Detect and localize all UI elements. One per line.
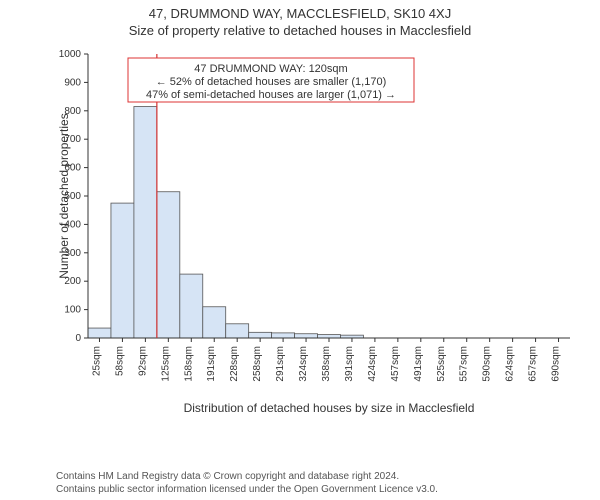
histogram-bar — [226, 324, 249, 338]
svg-text:358sqm: 358sqm — [321, 346, 332, 382]
svg-text:324sqm: 324sqm — [298, 346, 309, 382]
svg-text:590sqm: 590sqm — [482, 346, 493, 382]
svg-text:258sqm: 258sqm — [252, 346, 263, 382]
svg-text:391sqm: 391sqm — [344, 346, 355, 382]
chart-title: Size of property relative to detached ho… — [0, 21, 600, 38]
svg-text:690sqm: 690sqm — [551, 346, 562, 382]
svg-text:228sqm: 228sqm — [229, 346, 240, 382]
y-axis-label: Number of detached properties — [57, 113, 71, 278]
svg-text:125sqm: 125sqm — [160, 346, 171, 382]
svg-text:100: 100 — [64, 305, 81, 316]
annotation-line: 47% of semi-detached houses are larger (… — [146, 89, 396, 101]
svg-text:624sqm: 624sqm — [505, 346, 516, 382]
histogram-bar — [203, 307, 226, 338]
svg-text:158sqm: 158sqm — [183, 346, 194, 382]
histogram-plot: 0100200300400500600700800900100025sqm58s… — [56, 48, 576, 418]
svg-text:424sqm: 424sqm — [367, 346, 378, 382]
svg-text:291sqm: 291sqm — [275, 346, 286, 382]
figure-container: 47, DRUMMOND WAY, MACCLESFIELD, SK10 4XJ… — [0, 0, 600, 500]
footer-line-2: Contains public sector information licen… — [56, 484, 438, 497]
histogram-bar — [295, 334, 318, 338]
histogram-bar — [180, 274, 203, 338]
svg-text:900: 900 — [64, 77, 81, 88]
svg-text:0: 0 — [75, 333, 81, 344]
svg-text:525sqm: 525sqm — [436, 346, 447, 382]
svg-text:657sqm: 657sqm — [528, 346, 539, 382]
svg-text:25sqm: 25sqm — [91, 346, 102, 376]
address-title: 47, DRUMMOND WAY, MACCLESFIELD, SK10 4XJ — [0, 0, 600, 21]
histogram-svg: 0100200300400500600700800900100025sqm58s… — [56, 48, 576, 418]
svg-text:491sqm: 491sqm — [413, 346, 424, 382]
svg-text:557sqm: 557sqm — [459, 346, 470, 382]
footer-text: Contains HM Land Registry data © Crown c… — [56, 471, 438, 496]
histogram-bar — [134, 107, 157, 338]
svg-text:92sqm: 92sqm — [137, 346, 148, 376]
annotation-line: ← 52% of detached houses are smaller (1,… — [156, 76, 387, 88]
svg-text:58sqm: 58sqm — [114, 346, 125, 376]
svg-text:191sqm: 191sqm — [206, 346, 217, 382]
histogram-bar — [111, 203, 134, 338]
annotation-box: 47 DRUMMOND WAY: 120sqm← 52% of detached… — [128, 58, 414, 102]
footer-line-1: Contains HM Land Registry data © Crown c… — [56, 471, 438, 484]
annotation-line: 47 DRUMMOND WAY: 120sqm — [194, 63, 347, 75]
histogram-bar — [157, 192, 180, 338]
svg-text:457sqm: 457sqm — [390, 346, 401, 382]
histogram-bar — [249, 332, 272, 338]
svg-text:1000: 1000 — [59, 49, 82, 60]
x-axis-label: Distribution of detached houses by size … — [184, 401, 475, 415]
histogram-bar — [272, 333, 295, 338]
histogram-bar — [318, 335, 341, 338]
histogram-bar — [88, 328, 111, 338]
